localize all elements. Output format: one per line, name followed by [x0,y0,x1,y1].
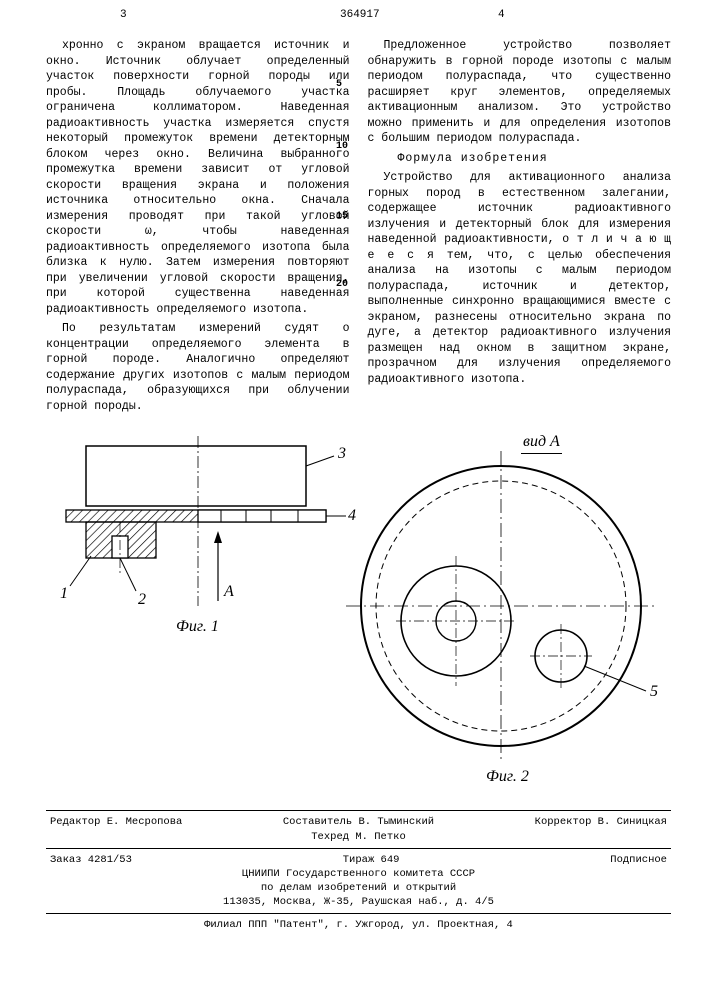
figure-2: 5 Фиг. 2 [346,456,666,796]
compiler: Составитель В. Тыминский [283,816,434,828]
tirazh: Тираж 649 [343,853,400,867]
callout-1: 1 [60,585,68,602]
callout-3: 3 [337,445,346,462]
org-line2: по делам изобретений и открытий [46,881,671,895]
line-num: 15 [336,210,348,224]
paragraph: Устройство для активационного анализа го… [368,170,672,387]
fig1-label: Фиг. 1 [176,618,219,635]
line-num: 5 [336,78,342,92]
paragraph: Предложенное устройство позволяет обнару… [368,38,672,147]
fig2-label: Фиг. 2 [486,768,529,785]
doc-number: 364917 [340,8,380,23]
editor: Редактор Е. Месропова [50,815,182,843]
techred: Техред М. Петко [311,831,406,843]
page-num-right: 4 [498,8,505,23]
org-line1: ЦНИИПИ Государственного комитета СССР [46,867,671,881]
formula-title: Формула изобретения [368,151,672,167]
podpis: Подписное [610,853,667,867]
paragraph: По результатам измерений судят о концент… [46,321,350,414]
right-column: Предложенное устройство позволяет обнару… [368,34,672,418]
addr2: Филиал ППП "Патент", г. Ужгород, ул. Про… [46,918,671,932]
figures-area: 3 4 1 2 А Фиг. 1 вид А [46,426,671,806]
line-num: 20 [336,278,348,292]
corrector: Корректор В. Синицкая [535,815,667,843]
callout-5: 5 [650,683,658,700]
order-num: Заказ 4281/53 [50,853,132,867]
footer: Редактор Е. Месропова Составитель В. Тым… [46,810,671,932]
text-columns: хронно с экраном вращается источник и ок… [46,34,671,418]
left-column: хронно с экраном вращается источник и ок… [46,34,350,418]
figure-1: 3 4 1 2 А Фиг. 1 [46,436,346,666]
addr1: 113035, Москва, Ж-35, Раушская наб., д. … [46,895,671,909]
paragraph: хронно с экраном вращается источник и ок… [46,38,350,317]
view-arrow-label: А [223,583,234,600]
line-num: 10 [336,140,348,154]
page-num-left: 3 [120,8,127,23]
callout-2: 2 [138,591,146,608]
view-a-label: вид А [521,431,562,454]
